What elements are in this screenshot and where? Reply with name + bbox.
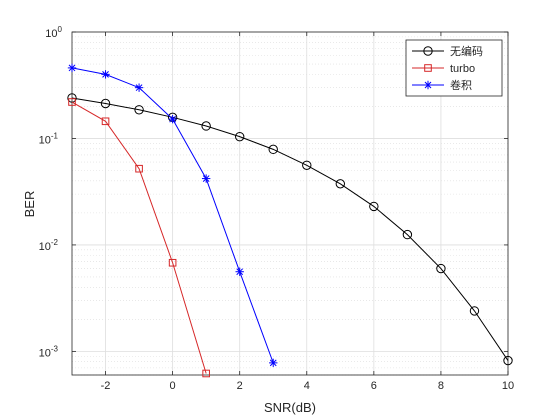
x-tick-label: 8	[438, 380, 444, 392]
y-axis-label: BER	[22, 191, 37, 218]
legend-label: 卷积	[450, 78, 472, 92]
data-point	[201, 174, 211, 183]
data-point	[101, 117, 110, 126]
x-tick-label: 2	[237, 380, 243, 392]
x-tick-label: 6	[371, 380, 377, 392]
legend-entry: 卷积	[412, 78, 472, 92]
series-1	[68, 98, 210, 378]
data-point	[268, 144, 278, 155]
legend-entry: 无编码	[412, 44, 483, 58]
x-tick-label: 10	[502, 380, 514, 392]
data-point	[269, 358, 278, 368]
data-point	[201, 121, 211, 131]
y-tick-label: 10-1	[39, 131, 59, 146]
data-point	[134, 105, 144, 115]
data-point	[67, 63, 77, 73]
data-point	[235, 267, 244, 276]
data-point	[369, 201, 379, 212]
data-point	[202, 369, 210, 378]
data-point	[100, 98, 111, 109]
data-point	[168, 258, 177, 267]
data-point	[134, 83, 144, 92]
y-tick-label: 10-3	[39, 344, 59, 359]
x-tick-label: -2	[101, 380, 111, 392]
legend-entry: turbo	[412, 63, 475, 75]
data-point	[402, 229, 413, 240]
y-tick-label: 100	[45, 25, 62, 40]
x-axis-label: SNR(dB)	[264, 400, 316, 415]
series-layer	[67, 63, 513, 378]
x-tick-label: 0	[170, 380, 176, 392]
data-point	[68, 98, 76, 106]
series-line	[71, 101, 207, 374]
data-point	[503, 355, 513, 366]
x-tick-label: 4	[304, 380, 310, 392]
axes: -2 0 2 4 6 8 10 10-3 10-2 10-1 100	[39, 25, 515, 392]
data-point	[302, 160, 312, 170]
axes-box	[71, 31, 509, 376]
legend-label: 无编码	[450, 44, 483, 58]
legend-marker	[424, 64, 432, 72]
series-0	[67, 93, 513, 366]
series-line	[71, 97, 509, 361]
data-point	[469, 306, 480, 316]
data-point	[335, 179, 346, 189]
legend: 无编码 turbo 卷积	[405, 39, 503, 97]
data-point	[135, 164, 143, 173]
data-point	[436, 263, 446, 274]
legend-marker	[423, 80, 433, 90]
legend-marker	[423, 46, 433, 56]
legend-label: turbo	[450, 63, 475, 75]
data-point	[101, 70, 110, 79]
y-tick-label: 10-2	[39, 238, 59, 253]
data-point	[234, 131, 245, 142]
data-point	[168, 114, 177, 124]
series-2	[67, 63, 278, 368]
